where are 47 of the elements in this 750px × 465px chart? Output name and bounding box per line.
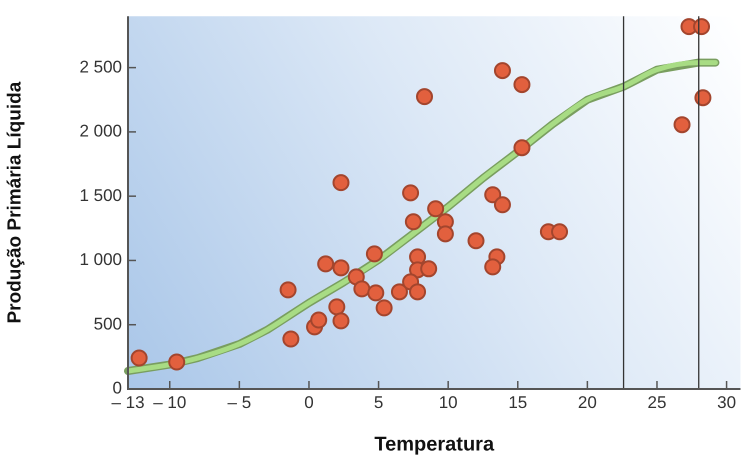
point bbox=[390, 283, 408, 300]
x-tick-label: 10 bbox=[438, 392, 458, 412]
point bbox=[674, 116, 691, 134]
point bbox=[494, 196, 511, 214]
point bbox=[332, 312, 350, 330]
y-tick-label: 1 000 bbox=[79, 250, 122, 270]
point bbox=[130, 350, 148, 367]
point bbox=[282, 330, 300, 348]
x-tick-label: – 10 bbox=[153, 392, 186, 412]
point bbox=[366, 245, 383, 262]
point bbox=[420, 260, 438, 278]
point bbox=[402, 184, 420, 202]
point bbox=[353, 280, 370, 298]
x-tick-label: – 5 bbox=[228, 392, 252, 412]
point bbox=[409, 283, 426, 300]
point bbox=[367, 284, 384, 302]
point bbox=[328, 298, 346, 316]
point bbox=[168, 354, 186, 371]
point bbox=[484, 258, 502, 276]
y-axis-title: Produção Primária Líquida bbox=[4, 81, 26, 324]
x-axis-title: Temperatura bbox=[374, 434, 495, 456]
point bbox=[484, 186, 502, 204]
point bbox=[332, 259, 350, 276]
point bbox=[468, 232, 485, 250]
point bbox=[513, 139, 530, 156]
point bbox=[416, 88, 434, 106]
point bbox=[376, 299, 393, 316]
y-tick-label: 2 500 bbox=[79, 57, 122, 76]
point bbox=[427, 200, 444, 218]
x-tick-label: 5 bbox=[374, 392, 384, 412]
point bbox=[494, 62, 511, 80]
y-tick-label: 500 bbox=[94, 314, 122, 334]
point bbox=[404, 213, 422, 230]
x-tick-label: 15 bbox=[508, 392, 528, 412]
point bbox=[436, 225, 454, 242]
x-tick-label: 20 bbox=[578, 392, 597, 412]
x-tick-label: 25 bbox=[648, 392, 666, 412]
x-tick-label: 30 bbox=[717, 392, 736, 412]
y-tick-label: 2 000 bbox=[79, 122, 122, 141]
y-tick-label: 1 500 bbox=[79, 186, 122, 205]
point bbox=[317, 255, 334, 272]
point bbox=[332, 174, 350, 192]
point bbox=[310, 311, 328, 328]
point bbox=[513, 76, 530, 94]
x-tick-label: 0 bbox=[304, 392, 314, 412]
point bbox=[551, 223, 568, 240]
point bbox=[280, 281, 297, 298]
